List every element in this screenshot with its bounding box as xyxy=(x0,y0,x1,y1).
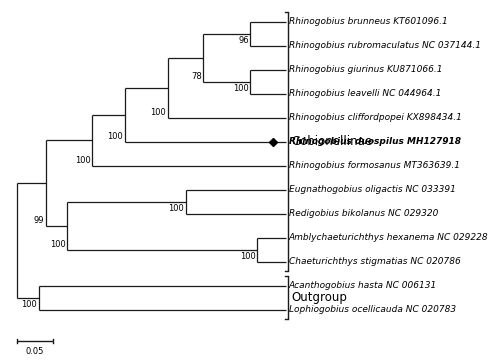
Text: Chaeturichthys stigmatias NC 020786: Chaeturichthys stigmatias NC 020786 xyxy=(289,257,460,266)
Text: 100: 100 xyxy=(233,84,248,93)
Text: 100: 100 xyxy=(108,132,123,141)
Text: 100: 100 xyxy=(150,108,166,117)
Text: 99: 99 xyxy=(34,216,44,225)
Text: Lophiogobius ocellicauda NC 020783: Lophiogobius ocellicauda NC 020783 xyxy=(289,305,456,314)
Text: Outgroup: Outgroup xyxy=(292,291,347,304)
Text: Rhinogobius brunneus KT601096.1: Rhinogobius brunneus KT601096.1 xyxy=(289,17,448,26)
Text: Rhinogobius leavelli NC 044964.1: Rhinogobius leavelli NC 044964.1 xyxy=(289,90,441,99)
Text: 100: 100 xyxy=(22,300,37,309)
Text: 96: 96 xyxy=(238,36,248,45)
Text: 100: 100 xyxy=(168,204,184,213)
Text: 100: 100 xyxy=(240,252,256,261)
Text: Redigobius bikolanus NC 029320: Redigobius bikolanus NC 029320 xyxy=(289,209,438,218)
Text: Gobionellinae: Gobionellinae xyxy=(292,135,372,148)
Text: Rhinogobius formosanus MT363639.1: Rhinogobius formosanus MT363639.1 xyxy=(289,161,460,170)
Text: Rhinogobius cliffordpopei KX898434.1: Rhinogobius cliffordpopei KX898434.1 xyxy=(289,113,462,122)
Text: Amblychaeturichthys hexanema NC 029228: Amblychaeturichthys hexanema NC 029228 xyxy=(289,233,488,242)
Text: 100: 100 xyxy=(75,156,91,165)
Text: 100: 100 xyxy=(50,240,66,249)
Text: 78: 78 xyxy=(192,72,202,81)
Text: Rhinogobius giurinus KU871066.1: Rhinogobius giurinus KU871066.1 xyxy=(289,65,442,74)
Text: 0.05: 0.05 xyxy=(26,347,44,356)
Text: Rhinogobius rubromaculatus NC 037144.1: Rhinogobius rubromaculatus NC 037144.1 xyxy=(289,42,481,51)
Text: Acanthogobius hasta NC 006131: Acanthogobius hasta NC 006131 xyxy=(289,281,437,290)
Text: Eugnathogobius oligactis NC 033391: Eugnathogobius oligactis NC 033391 xyxy=(289,185,456,194)
Text: Rhinogobius duospilus MH127918: Rhinogobius duospilus MH127918 xyxy=(289,137,461,146)
